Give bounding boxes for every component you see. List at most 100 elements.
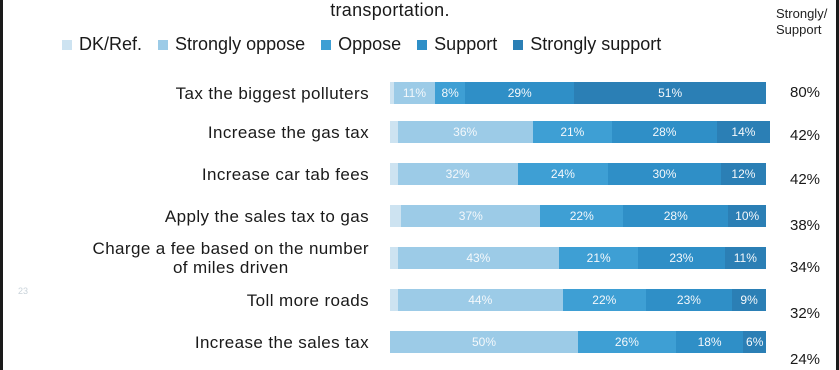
data-label: 43% bbox=[466, 251, 491, 265]
bar-segment bbox=[393, 82, 436, 104]
data-label: 44% bbox=[468, 293, 493, 307]
bar-segment bbox=[540, 205, 624, 227]
data-label: 26% bbox=[614, 335, 639, 349]
legend-item: Strongly support bbox=[513, 34, 661, 55]
data-label: 50% bbox=[471, 335, 497, 349]
legend-item: Support bbox=[417, 34, 497, 55]
data-label: 24% bbox=[550, 167, 575, 181]
bar-segment bbox=[608, 163, 721, 185]
bar-segment bbox=[728, 205, 766, 227]
legend-label: Strongly oppose bbox=[175, 34, 306, 54]
row-label: Charge a fee based on the number of miles… bbox=[92, 239, 369, 277]
bar-segment bbox=[611, 121, 718, 143]
legend-swatch bbox=[62, 39, 72, 50]
bar-segment bbox=[390, 121, 398, 143]
data-label: 23% bbox=[676, 293, 701, 307]
legend-item: Strongly oppose bbox=[158, 34, 305, 55]
bar-row: 36% 21% 28% 14% bbox=[390, 121, 770, 143]
data-label: 21% bbox=[586, 251, 611, 265]
bar-segment bbox=[532, 121, 612, 143]
bar-segment bbox=[390, 163, 398, 185]
data-label: 30% bbox=[652, 167, 677, 181]
legend: DK/Ref. Strongly oppose Oppose Support Stron… bbox=[62, 34, 677, 55]
bar-row: 50% 26% 18% 6% bbox=[390, 331, 766, 353]
data-label: 29% bbox=[507, 86, 532, 100]
data-label: 12% bbox=[731, 167, 756, 181]
bar-segment bbox=[390, 331, 578, 353]
total-value: 24% bbox=[790, 351, 821, 368]
bar-row: 43% 21% 23% 11% bbox=[390, 247, 766, 269]
bar-segment bbox=[724, 247, 766, 269]
legend-label: Support bbox=[434, 34, 498, 54]
bar-segment bbox=[465, 82, 575, 104]
bar-segment bbox=[578, 331, 676, 353]
total-value: 42% bbox=[790, 127, 821, 144]
total-value: 34% bbox=[790, 259, 821, 276]
data-label: 6% bbox=[746, 335, 764, 349]
bar-segment bbox=[435, 82, 466, 104]
row-label: Increase car tab fees bbox=[201, 165, 369, 184]
row-label: Increase the sales tax bbox=[194, 333, 369, 352]
bar-row: 11% 8% 29% 51% bbox=[390, 82, 766, 104]
bar-segment bbox=[390, 82, 394, 104]
bar-segment bbox=[720, 163, 766, 185]
data-label: 21% bbox=[560, 125, 585, 139]
bar-row: 37% 22% 28% 10% bbox=[390, 205, 766, 227]
column-header: Strongly/ Support bbox=[776, 6, 828, 37]
bar-segment bbox=[397, 247, 560, 269]
data-label: 28% bbox=[652, 125, 677, 139]
total-value: 38% bbox=[790, 217, 821, 234]
data-label: 9% bbox=[740, 293, 758, 307]
data-label: 51% bbox=[658, 86, 683, 100]
bar-segment bbox=[675, 331, 744, 353]
chart-title: transportation. bbox=[330, 0, 450, 20]
bar-row: 32% 24% 30% 12% bbox=[390, 163, 766, 185]
bar-segment bbox=[732, 289, 766, 311]
row-label: Toll more roads bbox=[246, 291, 369, 310]
bar-segment bbox=[562, 289, 646, 311]
data-label: 37% bbox=[458, 209, 483, 223]
data-label: 11% bbox=[402, 86, 426, 100]
data-label: 23% bbox=[669, 251, 694, 265]
total-value: 42% bbox=[790, 171, 821, 188]
frame-right-border bbox=[836, 0, 839, 370]
legend-swatch bbox=[513, 39, 524, 50]
total-value: 32% bbox=[790, 305, 821, 322]
data-label: 8% bbox=[441, 86, 459, 100]
data-label: 11% bbox=[733, 251, 757, 265]
bar-row: 44% 22% 23% 9% bbox=[390, 289, 766, 311]
row-label: Tax the biggest polluters bbox=[175, 84, 369, 103]
legend-item: Oppose bbox=[321, 34, 401, 55]
frame-left-border bbox=[0, 0, 3, 370]
data-label: 18% bbox=[697, 335, 722, 349]
bar-segment bbox=[390, 247, 398, 269]
data-label: 14% bbox=[731, 125, 756, 139]
bar-segment bbox=[390, 205, 402, 227]
legend-label: Oppose bbox=[338, 34, 402, 54]
data-label: 22% bbox=[592, 293, 617, 307]
legend-item: DK/Ref. bbox=[62, 34, 142, 55]
bar-segment bbox=[390, 289, 398, 311]
bar-segment bbox=[717, 121, 770, 143]
legend-label: Strongly support bbox=[530, 34, 662, 54]
bar-segment bbox=[397, 289, 563, 311]
bar-segment bbox=[517, 163, 609, 185]
data-label: 36% bbox=[453, 125, 478, 139]
bar-segment bbox=[574, 82, 766, 104]
legend-swatch bbox=[158, 39, 169, 50]
row-label: Increase the gas tax bbox=[207, 123, 369, 142]
data-label: 22% bbox=[569, 209, 594, 223]
bar-segment bbox=[401, 205, 541, 227]
legend-swatch bbox=[321, 39, 332, 50]
legend-swatch bbox=[417, 39, 428, 50]
faint-mark: 23 bbox=[18, 286, 29, 296]
data-label: 28% bbox=[663, 209, 688, 223]
bar-segment bbox=[397, 121, 533, 143]
bar-segment bbox=[623, 205, 729, 227]
bar-segment bbox=[559, 247, 639, 269]
bar-segment bbox=[743, 331, 766, 353]
data-label: 32% bbox=[445, 167, 470, 181]
total-value: 80% bbox=[790, 84, 821, 101]
legend-label: DK/Ref. bbox=[79, 34, 143, 54]
bar-segment bbox=[645, 289, 733, 311]
